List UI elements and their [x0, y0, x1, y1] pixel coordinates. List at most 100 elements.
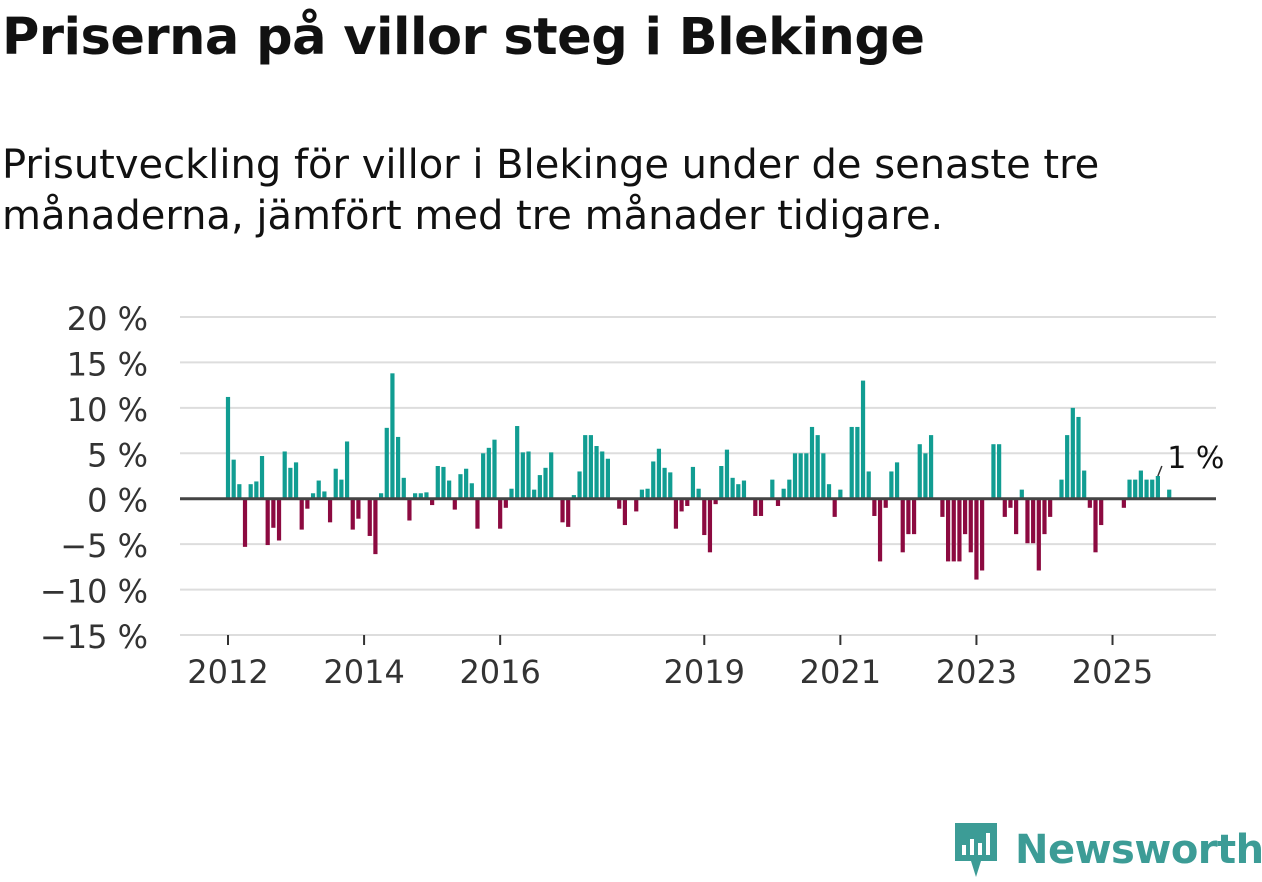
bar: [617, 498, 622, 509]
bar: [707, 498, 713, 553]
bar: [696, 488, 701, 499]
bar: [673, 498, 679, 529]
bar: [809, 426, 815, 499]
bar: [651, 461, 656, 499]
bar: [605, 458, 610, 499]
bar: [430, 498, 435, 506]
bar: [736, 484, 741, 499]
y-tick-label: −5 %: [60, 527, 148, 565]
bar: [889, 471, 894, 499]
bar: [1008, 498, 1013, 508]
bar: [1031, 498, 1036, 544]
bar: [367, 498, 372, 536]
bar: [322, 491, 327, 499]
y-tick-label: −15 %: [40, 618, 148, 656]
bar: [305, 498, 310, 509]
brand-logo: Newsworthy: [951, 818, 1262, 882]
bar: [900, 498, 905, 553]
bar: [928, 435, 934, 499]
bar: [849, 426, 854, 499]
bar: [968, 498, 973, 553]
bar: [758, 498, 764, 516]
bar: [458, 474, 463, 499]
bar: [452, 498, 457, 510]
bar: [1087, 498, 1092, 508]
bar: [600, 451, 605, 499]
bar: [860, 380, 866, 499]
grid-lines: [180, 316, 1216, 636]
bar: [254, 481, 259, 499]
bar: [316, 480, 321, 499]
bar: [781, 488, 786, 499]
bar: [418, 493, 423, 499]
bar: [741, 480, 747, 499]
bar: [475, 498, 480, 529]
bar: [770, 479, 775, 499]
bar: [282, 451, 287, 499]
bar: [945, 498, 951, 562]
bar: [464, 468, 469, 499]
bar: [549, 452, 554, 499]
bar: [1121, 498, 1126, 508]
bar: [775, 498, 781, 506]
y-axis-labels: 20 % 15 % 10 % 5 % 0 % −5 % −10 % −15 %: [40, 300, 148, 656]
latest-value-label: 1 %: [1167, 441, 1224, 476]
bar: [299, 498, 304, 530]
bar: [378, 493, 384, 499]
bar: [877, 498, 883, 562]
chart-subtitle: Prisutveckling för villor i Blekinge und…: [2, 142, 1100, 239]
bar: [713, 498, 718, 505]
bar: [1042, 498, 1047, 535]
bar: [537, 475, 542, 499]
bar: [1093, 498, 1098, 553]
bar: [787, 479, 792, 499]
bar: [1059, 479, 1064, 499]
bar: [1082, 470, 1087, 499]
bar: [980, 498, 985, 571]
bar: [583, 435, 588, 499]
bar: [838, 489, 843, 499]
bar: [259, 456, 265, 499]
y-tick-label: 20 %: [67, 300, 148, 338]
bar-series: [225, 373, 1172, 580]
bar: [435, 466, 440, 499]
bar: [951, 498, 956, 562]
bar: [588, 435, 593, 499]
bar: [373, 498, 378, 555]
bar: [532, 489, 537, 499]
bar: [622, 498, 627, 526]
bar: [225, 396, 231, 499]
bar: [413, 493, 418, 499]
bar: [974, 498, 979, 580]
y-tick-label: 10 %: [67, 391, 148, 429]
bar: [571, 495, 576, 499]
bar: [543, 467, 548, 499]
bar: [447, 480, 452, 499]
x-tick-label: 2014: [323, 653, 404, 691]
x-axis: 2012 2014 2016 2019 2021 2023 2025: [187, 635, 1153, 691]
bar: [344, 441, 350, 499]
x-tick-label: 2023: [936, 653, 1017, 691]
bar: [634, 498, 639, 512]
bar: [1127, 479, 1132, 499]
bar: [798, 453, 803, 499]
bar: [384, 427, 389, 499]
bar: [407, 498, 412, 521]
bar: [526, 451, 531, 499]
bar: [424, 492, 429, 499]
bar: [1138, 470, 1143, 499]
bar: [1155, 476, 1160, 499]
annotation-leader: [1157, 465, 1163, 477]
bar: [1019, 489, 1024, 499]
bar: [520, 452, 525, 499]
bar: [560, 498, 565, 523]
bar: [231, 459, 236, 499]
bar: [396, 436, 401, 499]
bar-chart: 20 %15 %10 %5 %0 %−5 %−10 %−15 % 2012 201…: [40, 300, 1225, 691]
bar: [1133, 479, 1138, 499]
bar: [594, 446, 599, 499]
newsworthy-logo-icon: [955, 823, 997, 877]
y-tick-label: 5 %: [87, 436, 148, 474]
bar: [333, 468, 338, 499]
bar: [1099, 498, 1104, 526]
